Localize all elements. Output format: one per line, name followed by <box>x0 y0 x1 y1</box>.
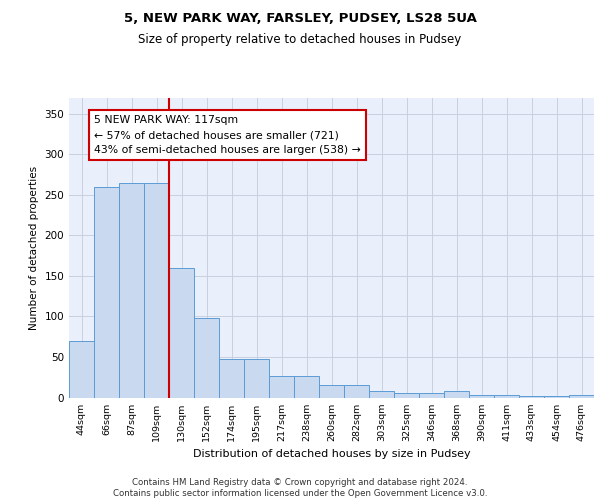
Bar <box>319 384 344 398</box>
Bar <box>494 395 519 398</box>
Bar <box>69 340 94 398</box>
Bar <box>219 358 244 398</box>
Bar <box>344 384 369 398</box>
Bar <box>444 391 469 398</box>
Text: Size of property relative to detached houses in Pudsey: Size of property relative to detached ho… <box>139 32 461 46</box>
Bar <box>519 396 544 398</box>
Bar <box>469 395 494 398</box>
Bar <box>369 391 394 398</box>
Bar <box>269 376 294 398</box>
Bar <box>394 394 419 398</box>
Bar <box>419 394 444 398</box>
Text: Contains HM Land Registry data © Crown copyright and database right 2024.
Contai: Contains HM Land Registry data © Crown c… <box>113 478 487 498</box>
Y-axis label: Number of detached properties: Number of detached properties <box>29 166 39 330</box>
Text: 5, NEW PARK WAY, FARSLEY, PUDSEY, LS28 5UA: 5, NEW PARK WAY, FARSLEY, PUDSEY, LS28 5… <box>124 12 476 26</box>
Bar <box>94 186 119 398</box>
Bar <box>169 268 194 398</box>
X-axis label: Distribution of detached houses by size in Pudsey: Distribution of detached houses by size … <box>193 449 470 459</box>
Bar <box>294 376 319 398</box>
Bar <box>194 318 219 398</box>
Bar <box>569 395 594 398</box>
Bar <box>544 396 569 398</box>
Bar <box>144 182 169 398</box>
Bar <box>244 358 269 398</box>
Text: 5 NEW PARK WAY: 117sqm
← 57% of detached houses are smaller (721)
43% of semi-de: 5 NEW PARK WAY: 117sqm ← 57% of detached… <box>94 116 361 155</box>
Bar <box>119 182 144 398</box>
